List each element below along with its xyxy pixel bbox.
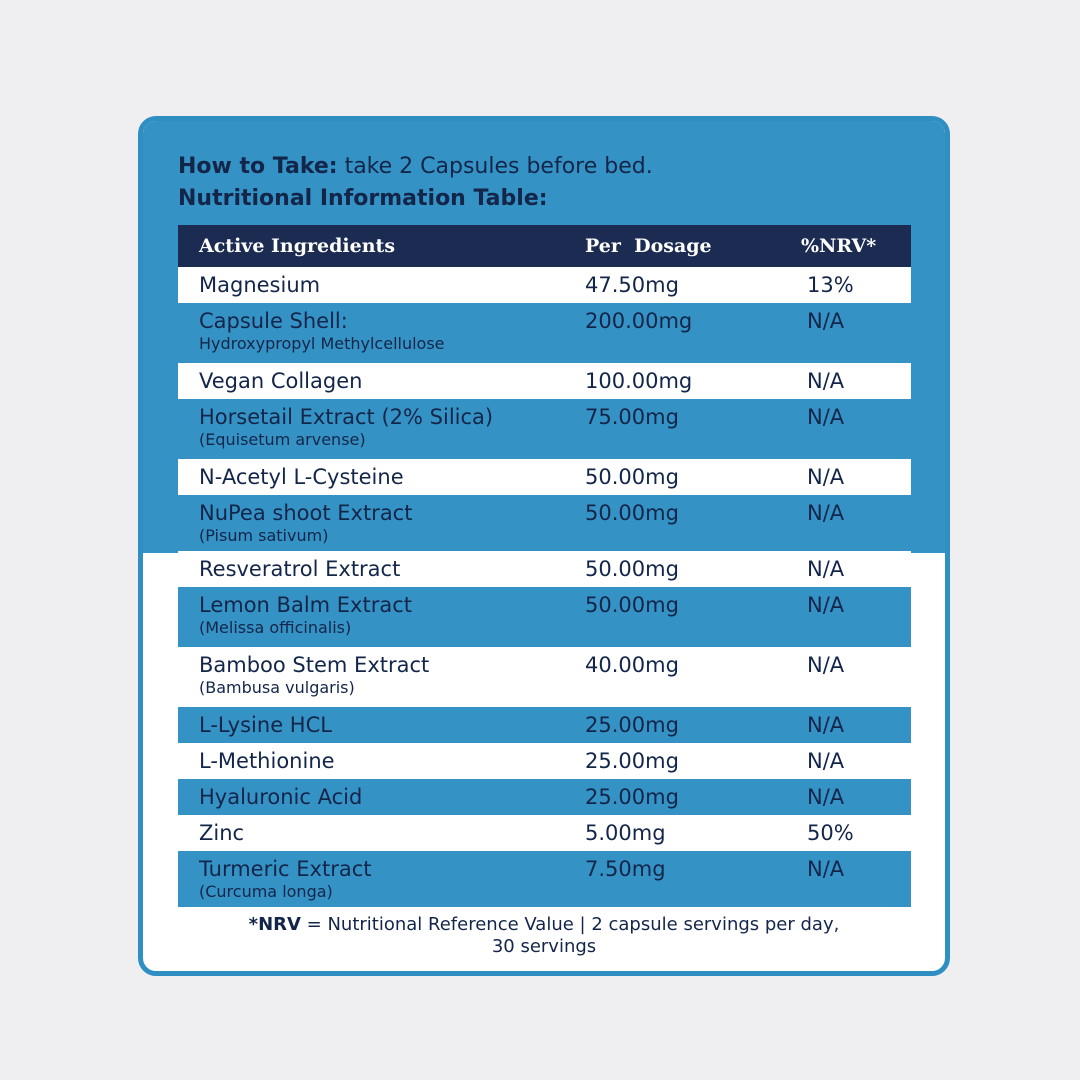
footnote-nrv-label: *NRV bbox=[248, 914, 301, 935]
ingredient-nrv: N/A bbox=[807, 857, 845, 881]
ingredient-nrv: N/A bbox=[807, 501, 845, 525]
ingredient-nrv: 13% bbox=[807, 273, 854, 297]
how-to-take-line: How to Take: take 2 Capsules before bed. bbox=[178, 151, 653, 183]
table-row: Magnesium 47.50mg 13% bbox=[178, 267, 911, 303]
ingredient-dose: 50.00mg bbox=[585, 501, 679, 525]
ingredient-dose: 100.00mg bbox=[585, 369, 693, 393]
ingredient-name: Capsule Shell: bbox=[199, 309, 348, 333]
ingredient-name: N-Acetyl L-Cysteine bbox=[199, 465, 404, 489]
ingredient-subtitle: (Pisum sativum) bbox=[199, 526, 329, 545]
table-row: NuPea shoot Extract (Pisum sativum) 50.0… bbox=[178, 495, 911, 551]
ingredient-subtitle: (Bambusa vulgaris) bbox=[199, 678, 355, 697]
ingredient-nrv: N/A bbox=[807, 309, 845, 333]
table-row: Hyaluronic Acid 25.00mg N/A bbox=[178, 779, 911, 815]
ingredient-name: Turmeric Extract bbox=[199, 857, 372, 881]
ingredient-dose: 50.00mg bbox=[585, 557, 679, 581]
ingredient-nrv: N/A bbox=[807, 713, 845, 737]
how-to-take-label: How to Take: bbox=[178, 154, 338, 179]
footnote-text: = Nutritional Reference Value | 2 capsul… bbox=[300, 914, 840, 935]
ingredient-nrv: N/A bbox=[807, 653, 845, 677]
ingredient-nrv: 50% bbox=[807, 821, 854, 845]
header-active-ingredients: Active Ingredients bbox=[199, 235, 396, 257]
ingredient-nrv: N/A bbox=[807, 557, 845, 581]
card-header: How to Take: take 2 Capsules before bed.… bbox=[178, 151, 653, 215]
ingredient-name: Bamboo Stem Extract bbox=[199, 653, 430, 677]
table-row: Bamboo Stem Extract (Bambusa vulgaris) 4… bbox=[178, 647, 911, 707]
table-row: L-Lysine HCL 25.00mg N/A bbox=[178, 707, 911, 743]
ingredient-nrv: N/A bbox=[807, 369, 845, 393]
ingredient-dose: 5.00mg bbox=[585, 821, 666, 845]
nutrition-card: How to Take: take 2 Capsules before bed.… bbox=[138, 116, 950, 976]
ingredient-dose: 40.00mg bbox=[585, 653, 679, 677]
nutrition-table: Active Ingredients Per Dosage %NRV* Magn… bbox=[178, 225, 911, 907]
ingredient-name: Hyaluronic Acid bbox=[199, 785, 363, 809]
ingredient-name: Horsetail Extract (2% Silica) bbox=[199, 405, 494, 429]
table-row: Lemon Balm Extract (Melissa officinalis)… bbox=[178, 587, 911, 647]
table-row: Zinc 5.00mg 50% bbox=[178, 815, 911, 851]
ingredient-nrv: N/A bbox=[807, 405, 845, 429]
table-row: Resveratrol Extract 50.00mg N/A bbox=[178, 551, 911, 587]
ingredient-subtitle: (Melissa officinalis) bbox=[199, 618, 352, 637]
header-per-dosage: Per Dosage bbox=[585, 235, 712, 257]
ingredient-nrv: N/A bbox=[807, 465, 845, 489]
nrv-footnote: *NRV = Nutritional Reference Value | 2 c… bbox=[143, 914, 945, 958]
table-title: Nutritional Information Table: bbox=[178, 186, 548, 211]
ingredient-name: Zinc bbox=[199, 821, 245, 845]
ingredient-dose: 25.00mg bbox=[585, 785, 679, 809]
ingredient-dose: 75.00mg bbox=[585, 405, 679, 429]
ingredient-dose: 25.00mg bbox=[585, 749, 679, 773]
table-row: Horsetail Extract (2% Silica) (Equisetum… bbox=[178, 399, 911, 459]
table-row: Vegan Collagen 100.00mg N/A bbox=[178, 363, 911, 399]
ingredient-name: NuPea shoot Extract bbox=[199, 501, 413, 525]
ingredient-name: Resveratrol Extract bbox=[199, 557, 401, 581]
ingredient-name: Lemon Balm Extract bbox=[199, 593, 412, 617]
ingredient-name: Magnesium bbox=[199, 273, 321, 297]
ingredient-name: L-Methionine bbox=[199, 749, 335, 773]
ingredient-subtitle: Hydroxypropyl Methylcellulose bbox=[199, 334, 445, 353]
ingredient-subtitle: (Curcuma longa) bbox=[199, 882, 333, 901]
table-row: Capsule Shell: Hydroxypropyl Methylcellu… bbox=[178, 303, 911, 363]
table-row: Turmeric Extract (Curcuma longa) 7.50mg … bbox=[178, 851, 911, 907]
footnote-line-2: 30 servings bbox=[491, 936, 597, 957]
ingredient-nrv: N/A bbox=[807, 593, 845, 617]
table-row: N-Acetyl L-Cysteine 50.00mg N/A bbox=[178, 459, 911, 495]
ingredient-subtitle: (Equisetum arvense) bbox=[199, 430, 366, 449]
ingredient-name: L-Lysine HCL bbox=[199, 713, 332, 737]
ingredient-dose: 47.50mg bbox=[585, 273, 679, 297]
ingredient-nrv: N/A bbox=[807, 785, 845, 809]
how-to-take-text: take 2 Capsules before bed. bbox=[337, 154, 653, 179]
table-header-row: Active Ingredients Per Dosage %NRV* bbox=[178, 225, 911, 267]
ingredient-dose: 7.50mg bbox=[585, 857, 666, 881]
ingredient-dose: 25.00mg bbox=[585, 713, 679, 737]
footnote-line-1: *NRV = Nutritional Reference Value | 2 c… bbox=[143, 914, 945, 936]
ingredient-nrv: N/A bbox=[807, 749, 845, 773]
ingredient-dose: 50.00mg bbox=[585, 465, 679, 489]
table-row: L-Methionine 25.00mg N/A bbox=[178, 743, 911, 779]
ingredient-name: Vegan Collagen bbox=[199, 369, 363, 393]
ingredient-dose: 200.00mg bbox=[585, 309, 693, 333]
ingredient-dose: 50.00mg bbox=[585, 593, 679, 617]
header-nrv: %NRV* bbox=[801, 235, 877, 257]
